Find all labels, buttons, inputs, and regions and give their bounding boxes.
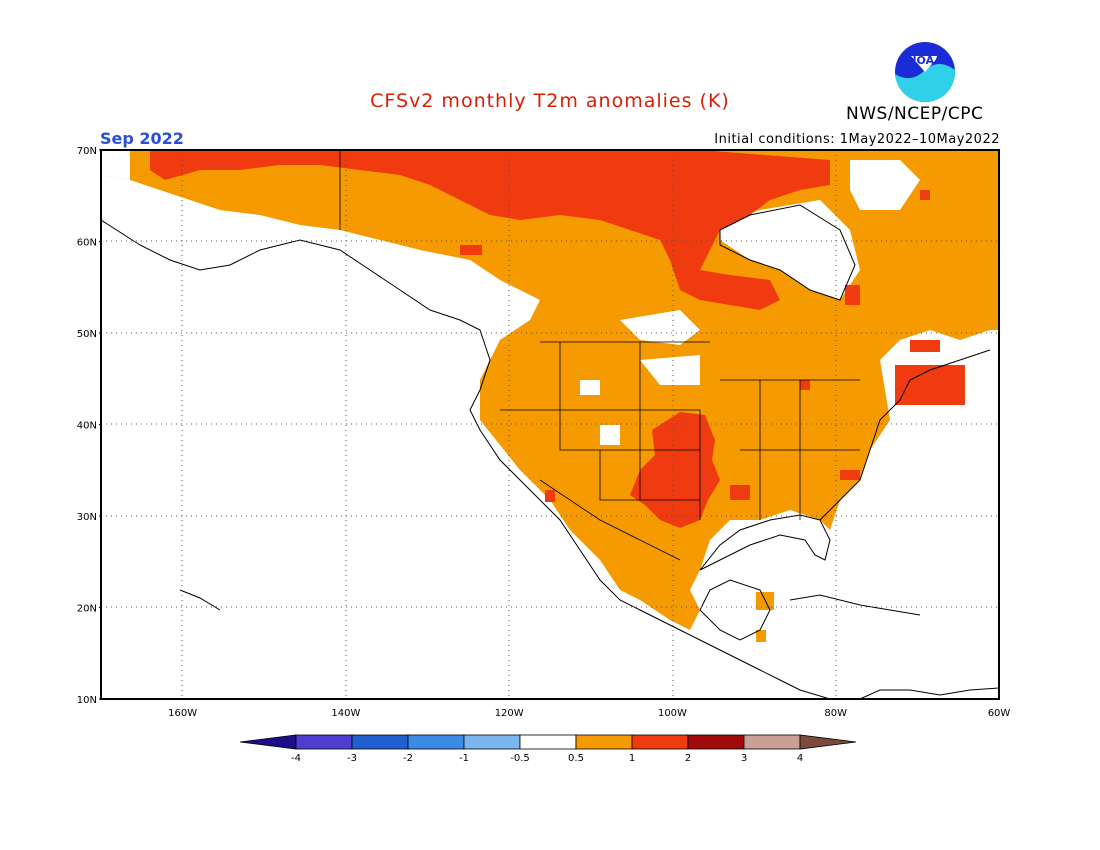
lon-label: 60W [988,708,1011,719]
legend-label: -2 [403,753,413,764]
legend-swatch [463,734,521,750]
legend-arrow-low [239,734,297,750]
lon-label: 80W [824,708,847,719]
legend-label: -4 [291,753,301,764]
longitude-labels: 160W 140W 120W 100W 80W 60W [168,708,1010,719]
legend-label: 3 [741,753,747,764]
lat-label: 60N [77,238,97,249]
lon-label: 160W [168,708,197,719]
lat-label: 50N [77,329,97,340]
legend-label: 4 [797,753,803,764]
lon-label: 100W [658,708,687,719]
legend-label: 0.5 [568,753,584,764]
legend-label: -0.5 [510,753,530,764]
map-title: CFSv2 monthly T2m anomalies (K) [370,90,730,112]
noaa-logo-icon: NOAA [894,41,956,103]
legend-swatch [295,734,353,750]
lat-label: 10N [77,695,97,706]
legend-label: -1 [459,753,469,764]
lat-label: 30N [77,512,97,523]
legend-swatch [575,734,633,750]
anomaly-1-to-2-region [150,150,965,528]
lon-label: 140W [331,708,360,719]
legend-label: 2 [685,753,691,764]
near-normal-holes [101,150,920,445]
agency-label: NWS/NCEP/CPC [846,104,984,124]
legend-swatch [743,734,801,750]
initial-conditions: Initial conditions: 1May2022–10May2022 [714,132,1000,147]
legend-swatch [351,734,409,750]
legend-arrow-high [799,734,857,750]
svg-text:NOAA: NOAA [907,54,943,67]
lat-label: 40N [77,421,97,432]
lon-label: 120W [495,708,524,719]
legend-swatch [687,734,745,750]
legend-swatch [407,734,465,750]
legend-swatch [631,734,689,750]
lat-label: 70N [77,146,97,157]
latitude-labels: 70N 60N 50N 40N 30N 20N 10N [77,146,101,706]
legend-label: 1 [629,753,635,764]
color-legend: -4 -3 -2 -1 -0.5 0.5 1 2 3 4 [239,734,857,764]
lat-label: 20N [77,604,97,615]
legend-label: -3 [347,753,357,764]
legend-swatch [519,734,577,750]
borders [339,150,860,561]
coastlines [101,204,999,699]
forecast-month: Sep 2022 [100,129,184,148]
